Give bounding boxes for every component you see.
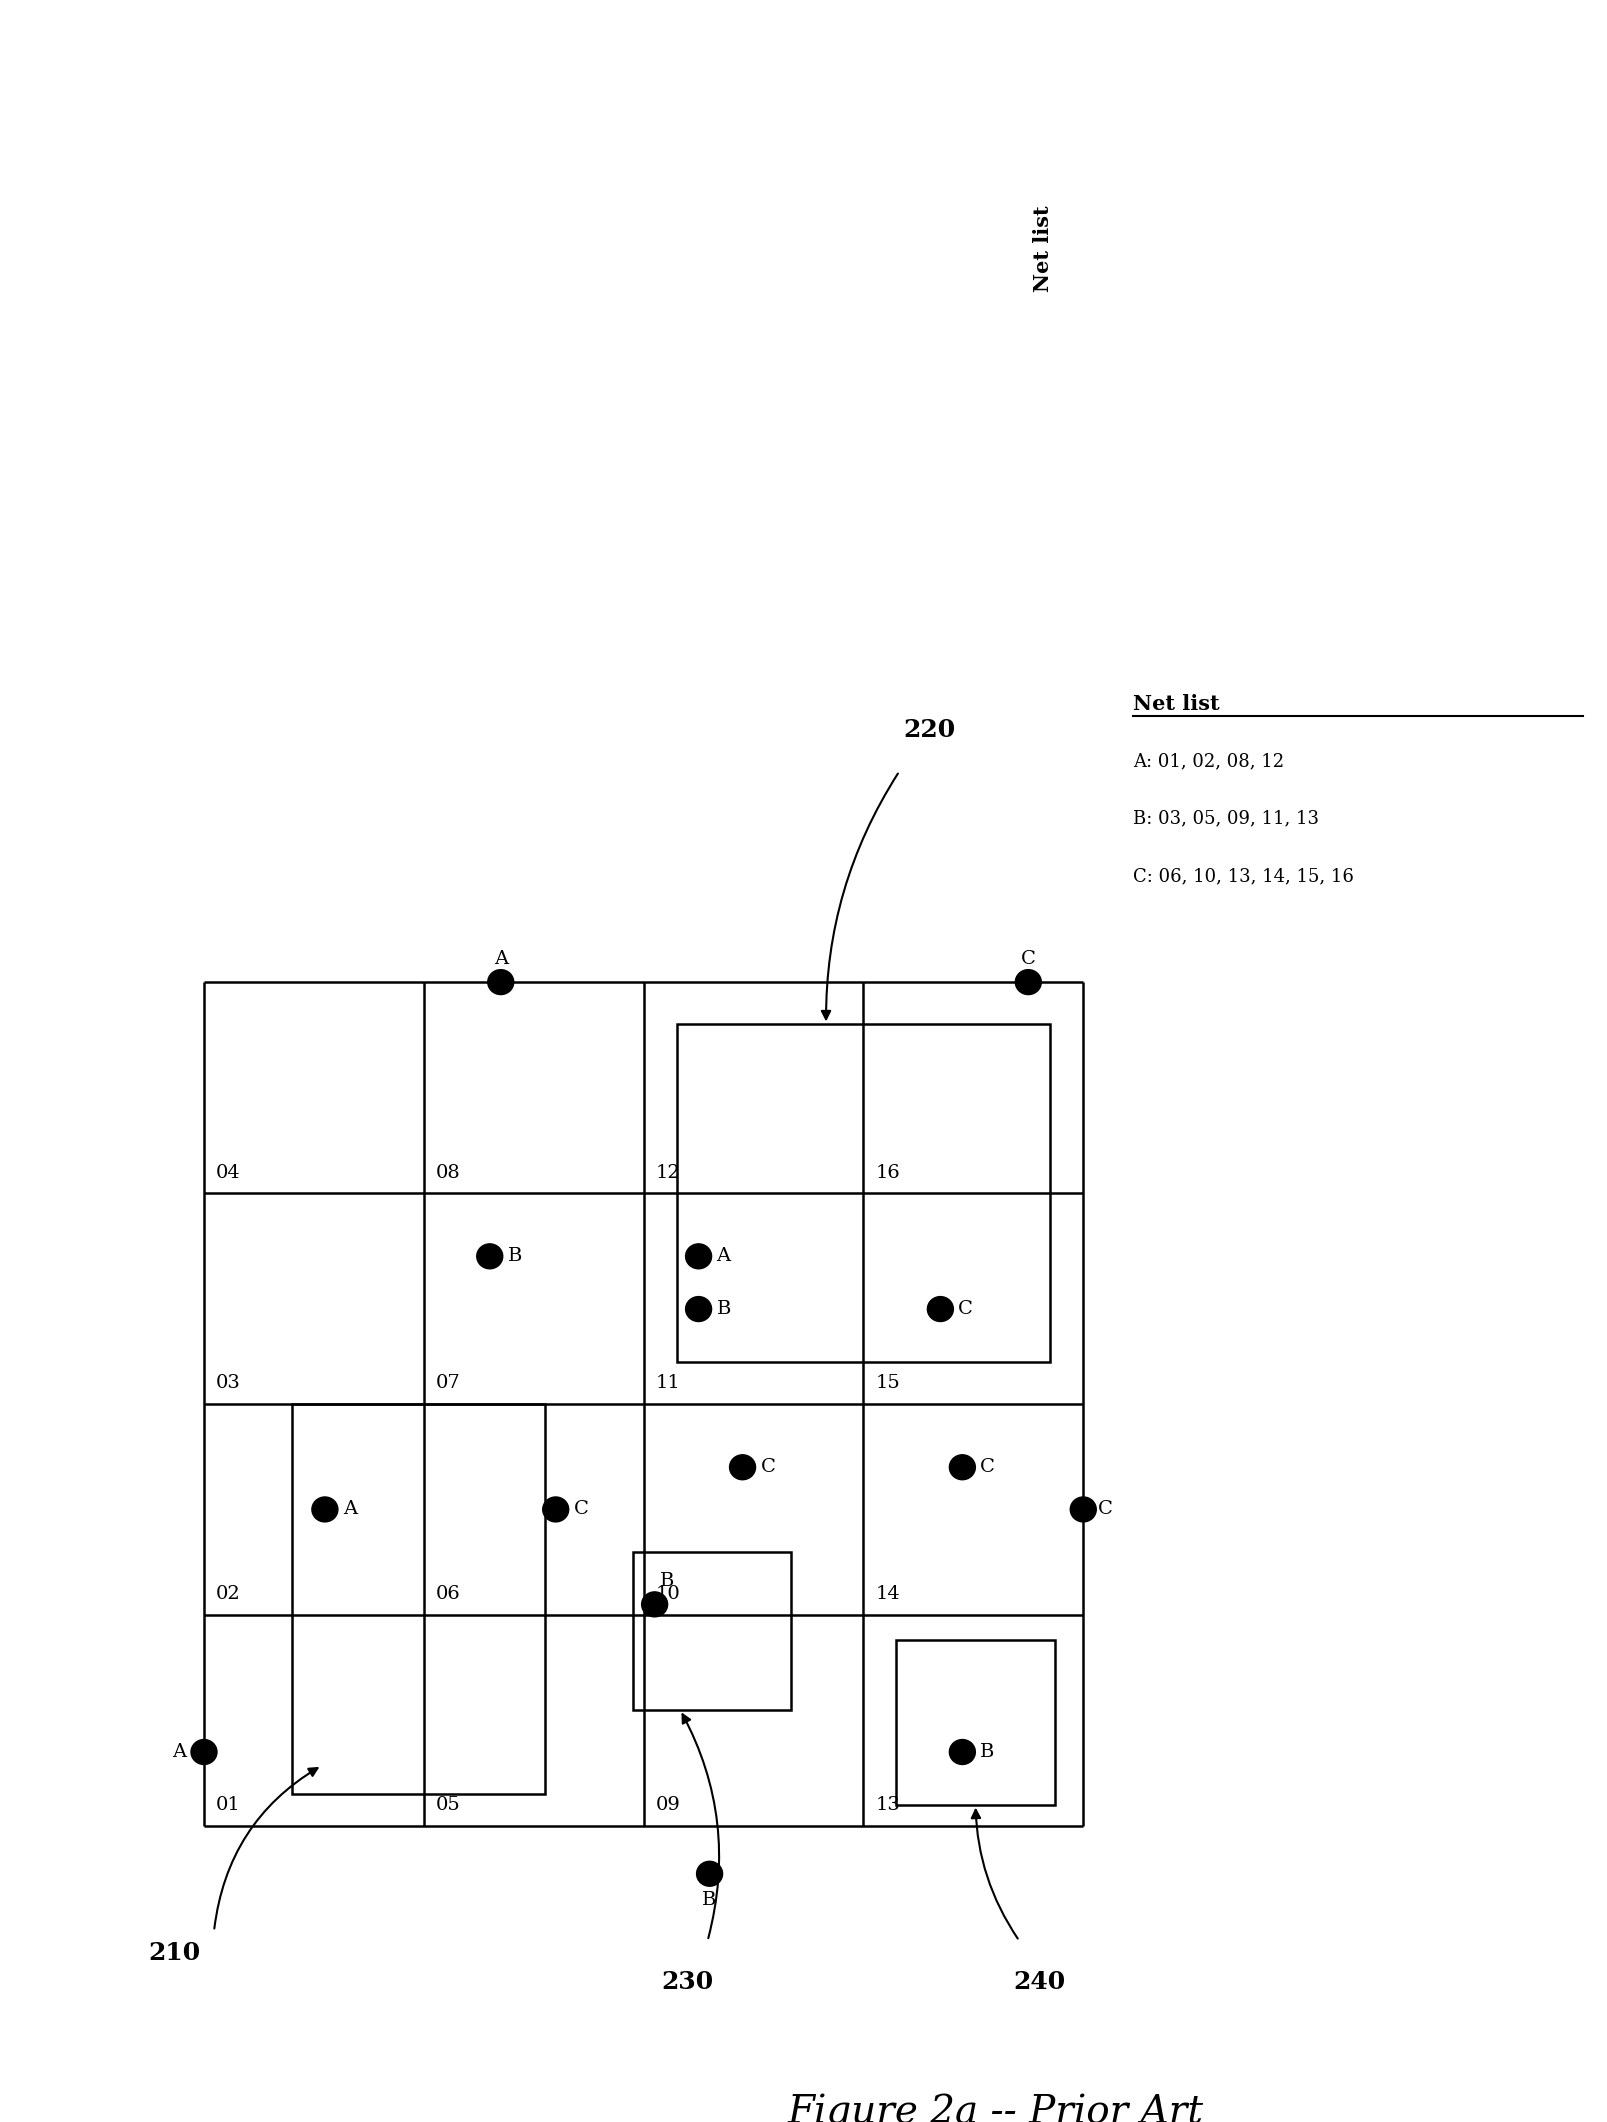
Text: C: C [1020, 951, 1037, 968]
Text: 230: 230 [662, 1969, 714, 1995]
Circle shape [950, 1740, 975, 1766]
Circle shape [641, 1592, 667, 1617]
Text: Net list: Net list [1033, 206, 1053, 293]
Circle shape [730, 1456, 755, 1479]
Circle shape [312, 1496, 337, 1521]
Text: 210: 210 [148, 1942, 201, 1965]
Text: A: A [342, 1500, 357, 1519]
Text: B: B [717, 1301, 731, 1318]
Text: 06: 06 [435, 1585, 461, 1604]
Circle shape [191, 1740, 217, 1766]
Text: 02: 02 [215, 1585, 241, 1604]
Text: 240: 240 [1014, 1969, 1065, 1995]
Text: 01: 01 [215, 1797, 241, 1814]
Circle shape [686, 1243, 712, 1269]
Text: Net list: Net list [1133, 694, 1220, 713]
Text: A: A [493, 951, 508, 968]
Text: C: C [1098, 1500, 1114, 1519]
Bar [677, 1025, 1051, 1362]
Text: A: A [717, 1248, 731, 1265]
Circle shape [543, 1496, 569, 1521]
Text: 13: 13 [876, 1797, 900, 1814]
Text: Figure 2a -- Prior Art: Figure 2a -- Prior Art [787, 2094, 1204, 2122]
Circle shape [686, 1297, 712, 1322]
Text: B: B [508, 1248, 522, 1265]
Text: 09: 09 [656, 1797, 680, 1814]
Text: C: C [980, 1458, 995, 1477]
Bar [633, 1551, 791, 1710]
Text: 15: 15 [876, 1375, 900, 1392]
Text: C: C [760, 1458, 776, 1477]
Circle shape [927, 1297, 953, 1322]
Bar [897, 1640, 1054, 1804]
Text: A: 01, 02, 08, 12: A: 01, 02, 08, 12 [1133, 751, 1284, 770]
Text: B: 03, 05, 09, 11, 13: B: 03, 05, 09, 11, 13 [1133, 808, 1319, 828]
Text: 08: 08 [435, 1163, 461, 1182]
Text: B: B [659, 1572, 673, 1589]
Text: 12: 12 [656, 1163, 680, 1182]
Circle shape [696, 1861, 723, 1886]
Circle shape [1016, 970, 1041, 995]
Text: 11: 11 [656, 1375, 680, 1392]
Bar [292, 1405, 545, 1795]
Text: 05: 05 [435, 1797, 461, 1814]
Circle shape [1070, 1496, 1096, 1521]
Text: C: 06, 10, 13, 14, 15, 16: C: 06, 10, 13, 14, 15, 16 [1133, 868, 1355, 885]
Text: C: C [958, 1301, 974, 1318]
Text: B: B [702, 1891, 717, 1910]
Text: 04: 04 [215, 1163, 241, 1182]
Text: 14: 14 [876, 1585, 900, 1604]
Text: 220: 220 [903, 719, 956, 743]
Text: 16: 16 [876, 1163, 900, 1182]
Text: 10: 10 [656, 1585, 680, 1604]
Text: A: A [172, 1742, 186, 1761]
Text: 03: 03 [215, 1375, 241, 1392]
Text: B: B [980, 1742, 995, 1761]
Circle shape [477, 1243, 503, 1269]
Text: C: C [574, 1500, 588, 1519]
Circle shape [489, 970, 514, 995]
Text: 07: 07 [435, 1375, 461, 1392]
Circle shape [950, 1456, 975, 1479]
